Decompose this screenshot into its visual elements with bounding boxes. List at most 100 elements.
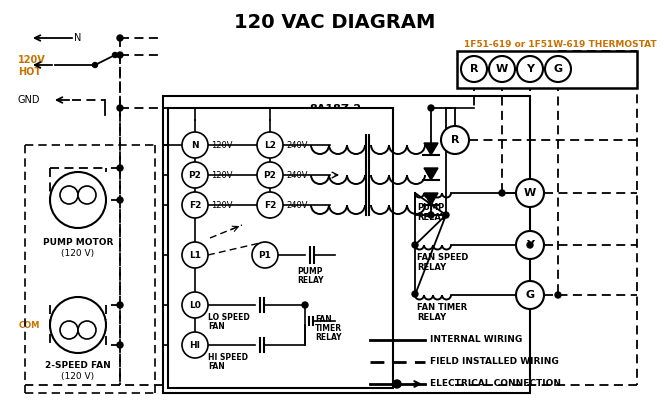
FancyBboxPatch shape <box>168 108 393 388</box>
Circle shape <box>489 56 515 82</box>
Text: FAN: FAN <box>208 322 224 331</box>
Text: ELECTRICAL CONNECTION: ELECTRICAL CONNECTION <box>430 380 561 388</box>
Circle shape <box>517 56 543 82</box>
Circle shape <box>257 132 283 158</box>
Text: Y: Y <box>526 64 534 74</box>
Circle shape <box>257 192 283 218</box>
Text: COM: COM <box>19 321 40 329</box>
Circle shape <box>117 105 123 111</box>
Circle shape <box>117 52 123 58</box>
Circle shape <box>92 62 98 67</box>
Text: W: W <box>524 188 536 198</box>
Text: INTERNAL WIRING: INTERNAL WIRING <box>430 336 522 344</box>
Circle shape <box>78 186 96 204</box>
Polygon shape <box>424 168 438 180</box>
Circle shape <box>182 162 208 188</box>
Circle shape <box>113 52 117 57</box>
Text: 240V: 240V <box>286 140 308 150</box>
Text: G: G <box>525 290 535 300</box>
Circle shape <box>182 132 208 158</box>
FancyBboxPatch shape <box>457 51 637 88</box>
Circle shape <box>516 231 544 259</box>
Circle shape <box>516 179 544 207</box>
Circle shape <box>117 35 123 41</box>
Text: F2: F2 <box>189 201 201 210</box>
Text: FAN: FAN <box>315 315 332 324</box>
Text: 120V: 120V <box>211 140 232 150</box>
Circle shape <box>257 162 283 188</box>
Circle shape <box>78 321 96 339</box>
Circle shape <box>117 302 123 308</box>
FancyBboxPatch shape <box>163 96 530 393</box>
Circle shape <box>50 172 106 228</box>
Text: N: N <box>191 140 199 150</box>
Circle shape <box>412 291 418 297</box>
Text: LO: LO <box>65 328 73 333</box>
Circle shape <box>428 212 434 218</box>
Circle shape <box>60 321 78 339</box>
Circle shape <box>441 126 469 154</box>
Polygon shape <box>424 143 438 155</box>
Text: RELAY: RELAY <box>315 333 342 342</box>
Text: G: G <box>553 64 563 74</box>
Circle shape <box>302 302 308 308</box>
Circle shape <box>499 190 505 196</box>
Circle shape <box>412 242 418 248</box>
Text: LO SPEED: LO SPEED <box>208 313 250 322</box>
Text: (120 V): (120 V) <box>62 249 94 258</box>
Circle shape <box>443 212 449 218</box>
Text: 2-SPEED FAN: 2-SPEED FAN <box>45 361 111 370</box>
Text: 120V: 120V <box>18 55 46 65</box>
Circle shape <box>252 242 278 268</box>
Text: N: N <box>74 33 82 43</box>
Circle shape <box>527 242 533 248</box>
Circle shape <box>555 292 561 298</box>
Text: FIELD INSTALLED WIRING: FIELD INSTALLED WIRING <box>430 357 559 367</box>
Text: GND: GND <box>18 95 40 105</box>
Circle shape <box>117 165 123 171</box>
Circle shape <box>182 292 208 318</box>
Text: FAN SPEED: FAN SPEED <box>417 253 468 262</box>
Circle shape <box>50 297 106 353</box>
Text: 1F51-619 or 1F51W-619 THERMOSTAT: 1F51-619 or 1F51W-619 THERMOSTAT <box>464 39 657 49</box>
Circle shape <box>182 242 208 268</box>
Text: PUMP MOTOR: PUMP MOTOR <box>43 238 113 247</box>
Text: RELAY: RELAY <box>417 263 446 272</box>
Circle shape <box>182 332 208 358</box>
Circle shape <box>393 380 401 388</box>
Circle shape <box>117 197 123 203</box>
Text: 240V: 240V <box>286 201 308 210</box>
Text: HI SPEED: HI SPEED <box>208 353 248 362</box>
Text: RELAY: RELAY <box>417 313 446 322</box>
Text: HI: HI <box>84 328 90 333</box>
Text: HOT: HOT <box>18 67 41 77</box>
Text: 120V: 120V <box>211 201 232 210</box>
Text: 8A18Z-2: 8A18Z-2 <box>309 104 361 114</box>
Text: P2: P2 <box>188 171 202 179</box>
Text: RELAY: RELAY <box>417 213 446 222</box>
Text: HI: HI <box>190 341 200 349</box>
Circle shape <box>117 342 123 348</box>
Text: Y: Y <box>526 240 534 250</box>
Text: 120 VAC DIAGRAM: 120 VAC DIAGRAM <box>234 13 436 32</box>
Text: (120 V): (120 V) <box>62 372 94 381</box>
Text: FAN TIMER: FAN TIMER <box>417 303 467 312</box>
Circle shape <box>428 105 434 111</box>
Text: P1: P1 <box>259 251 271 259</box>
Text: W: W <box>496 64 508 74</box>
Circle shape <box>182 192 208 218</box>
Circle shape <box>545 56 571 82</box>
Text: FAN: FAN <box>208 362 224 371</box>
Text: R: R <box>451 135 459 145</box>
Circle shape <box>461 56 487 82</box>
Text: L0: L0 <box>189 300 201 310</box>
Text: TIMER: TIMER <box>315 324 342 333</box>
Text: P2: P2 <box>263 171 277 179</box>
Text: RELAY: RELAY <box>297 276 323 285</box>
Text: PUMP: PUMP <box>297 267 323 276</box>
Text: L1: L1 <box>189 251 201 259</box>
Text: PUMP: PUMP <box>417 203 444 212</box>
Text: F2: F2 <box>264 201 276 210</box>
Text: 240V: 240V <box>286 171 308 179</box>
Circle shape <box>516 281 544 309</box>
